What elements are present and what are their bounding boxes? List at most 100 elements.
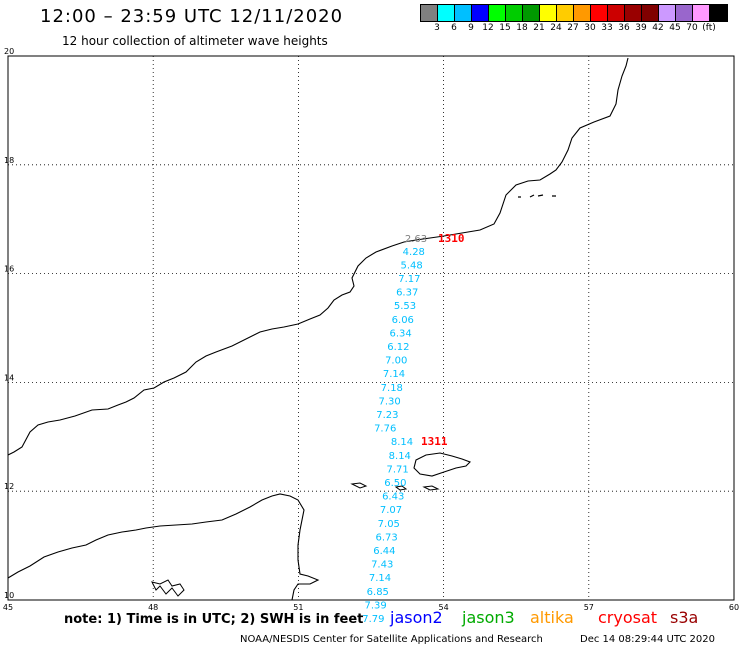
wave-height-value: 7.76 — [374, 424, 396, 435]
somalia-coastline — [7, 493, 320, 601]
latitude-label: 10 — [4, 591, 14, 600]
longitude-label: 54 — [439, 603, 449, 612]
color-swatch — [438, 5, 455, 21]
arabian-coastline — [7, 57, 629, 456]
inland-water-feature — [151, 579, 185, 597]
color-scale-label: 18 — [516, 23, 528, 33]
wave-height-value: 7.43 — [371, 560, 393, 571]
wave-height-value: 7.14 — [383, 369, 405, 380]
satellite-label-cryosat: cryosat — [598, 608, 658, 627]
satellite-label-altika: altika — [530, 608, 574, 627]
color-scale-label: 12 — [482, 23, 494, 33]
color-swatch — [693, 5, 710, 21]
axis-labels: 20 18 16 14 12 10 45 48 51 54 57 60 — [3, 47, 739, 612]
latitude-label: 20 — [4, 47, 14, 56]
wave-height-value: 6.85 — [367, 587, 389, 598]
wave-height-value: 7.71 — [386, 464, 408, 475]
wave-height-value: 4.28 — [403, 247, 425, 258]
wave-height-value: 2.63 — [405, 234, 427, 245]
color-scale-label: 3 — [434, 23, 440, 33]
latitude-label: 16 — [4, 265, 14, 274]
small-island-2 — [394, 485, 408, 491]
latitude-label: 14 — [4, 373, 14, 382]
color-swatch — [642, 5, 659, 21]
track-time-label: 1310 — [438, 232, 465, 245]
color-swatch — [472, 5, 489, 21]
satellite-label-jason2: jason2 — [390, 608, 443, 627]
track-time-label: 1311 — [421, 435, 448, 448]
color-swatch — [506, 5, 523, 21]
color-swatch — [676, 5, 693, 21]
wave-height-value: 6.12 — [387, 342, 409, 353]
color-scale-label: 39 — [635, 23, 647, 33]
altimeter-tracks: 2.63 4.28 5.48 7.17 6.37 5.53 6.06 6.34 6.12 7.00… — [362, 232, 464, 625]
color-scale-label: 70 — [686, 23, 698, 33]
credit-timestamp: Dec 14 08:29:44 UTC 2020 — [580, 634, 715, 645]
socotra-island — [413, 452, 471, 477]
wave-height-value: 6.06 — [392, 315, 414, 326]
color-scale-label: 27 — [567, 23, 579, 33]
wave-height-value: 7.39 — [364, 600, 386, 611]
color-swatch — [608, 5, 625, 21]
footer-note: note: 1) Time is in UTC; 2) SWH is in fe… — [64, 612, 364, 627]
color-swatch — [421, 5, 438, 21]
wave-height-value: 7.05 — [378, 519, 400, 530]
wave-height-value: 6.44 — [373, 546, 395, 557]
kuria-muria-islands — [518, 194, 556, 198]
latitude-label: 12 — [4, 482, 14, 491]
map-subtitle: 12 hour collection of altimeter wave hei… — [62, 34, 328, 48]
color-swatch — [591, 5, 608, 21]
color-swatch — [455, 5, 472, 21]
longitude-label: 48 — [148, 603, 158, 612]
wave-height-value: 7.00 — [385, 356, 407, 367]
satellite-label-s3a: s3a — [670, 608, 699, 627]
wave-height-value: 7.14 — [369, 573, 391, 584]
wave-height-value: 6.43 — [382, 492, 404, 503]
wave-height-value: 7.23 — [376, 410, 398, 421]
color-scale-label: (ft) — [702, 23, 716, 33]
wave-height-value: 7.17 — [398, 274, 420, 285]
wave-height-value: 6.37 — [396, 288, 418, 299]
wave-height-value: 8.14 — [391, 437, 413, 448]
small-island-1 — [350, 482, 368, 489]
map-title: 12:00 – 23:59 UTC 12/11/2020 — [40, 6, 344, 27]
wave-height-value: 6.34 — [389, 328, 411, 339]
color-swatch — [489, 5, 506, 21]
map-frame — [7, 55, 735, 601]
color-swatch — [659, 5, 676, 21]
color-scale-label: 15 — [499, 23, 511, 33]
longitude-label: 57 — [584, 603, 594, 612]
wave-height-value: 5.53 — [394, 301, 416, 312]
satellite-label-jason3: jason3 — [462, 608, 515, 627]
color-scale-labels: 3 6 9 12 15 18 21 24 27 30 33 36 39 42 45 70 (ft) — [420, 23, 740, 35]
wave-height-value: 6.50 — [384, 478, 406, 489]
wave-height-value: 7.07 — [380, 505, 402, 516]
longitude-label: 45 — [3, 603, 13, 612]
color-swatch — [625, 5, 642, 21]
color-scale-label: 21 — [533, 23, 545, 33]
color-swatch — [557, 5, 574, 21]
wave-height-value: 7.79 — [362, 614, 384, 625]
longitude-label: 51 — [293, 603, 303, 612]
color-swatch — [540, 5, 557, 21]
wave-height-value: 8.14 — [389, 451, 411, 462]
color-scale-label: 6 — [451, 23, 457, 33]
color-scale-label: 36 — [618, 23, 630, 33]
color-scale-label: 42 — [652, 23, 664, 33]
color-swatch — [523, 5, 540, 21]
latitude-label: 18 — [4, 156, 14, 165]
color-swatch — [574, 5, 591, 21]
color-scale-label: 33 — [601, 23, 613, 33]
lat-lon-grid — [8, 56, 734, 600]
wave-height-value: 7.18 — [381, 383, 403, 394]
credit-agency: NOAA/NESDIS Center for Satellite Applica… — [240, 634, 543, 645]
color-scale-label: 45 — [669, 23, 681, 33]
color-scale-label: 9 — [468, 23, 474, 33]
wave-height-color-scale — [420, 4, 728, 22]
longitude-label: 60 — [729, 603, 739, 612]
small-island-3 — [422, 485, 440, 491]
color-scale-label: 24 — [550, 23, 562, 33]
wave-height-value: 7.30 — [378, 396, 400, 407]
wave-height-value: 6.73 — [375, 532, 397, 543]
